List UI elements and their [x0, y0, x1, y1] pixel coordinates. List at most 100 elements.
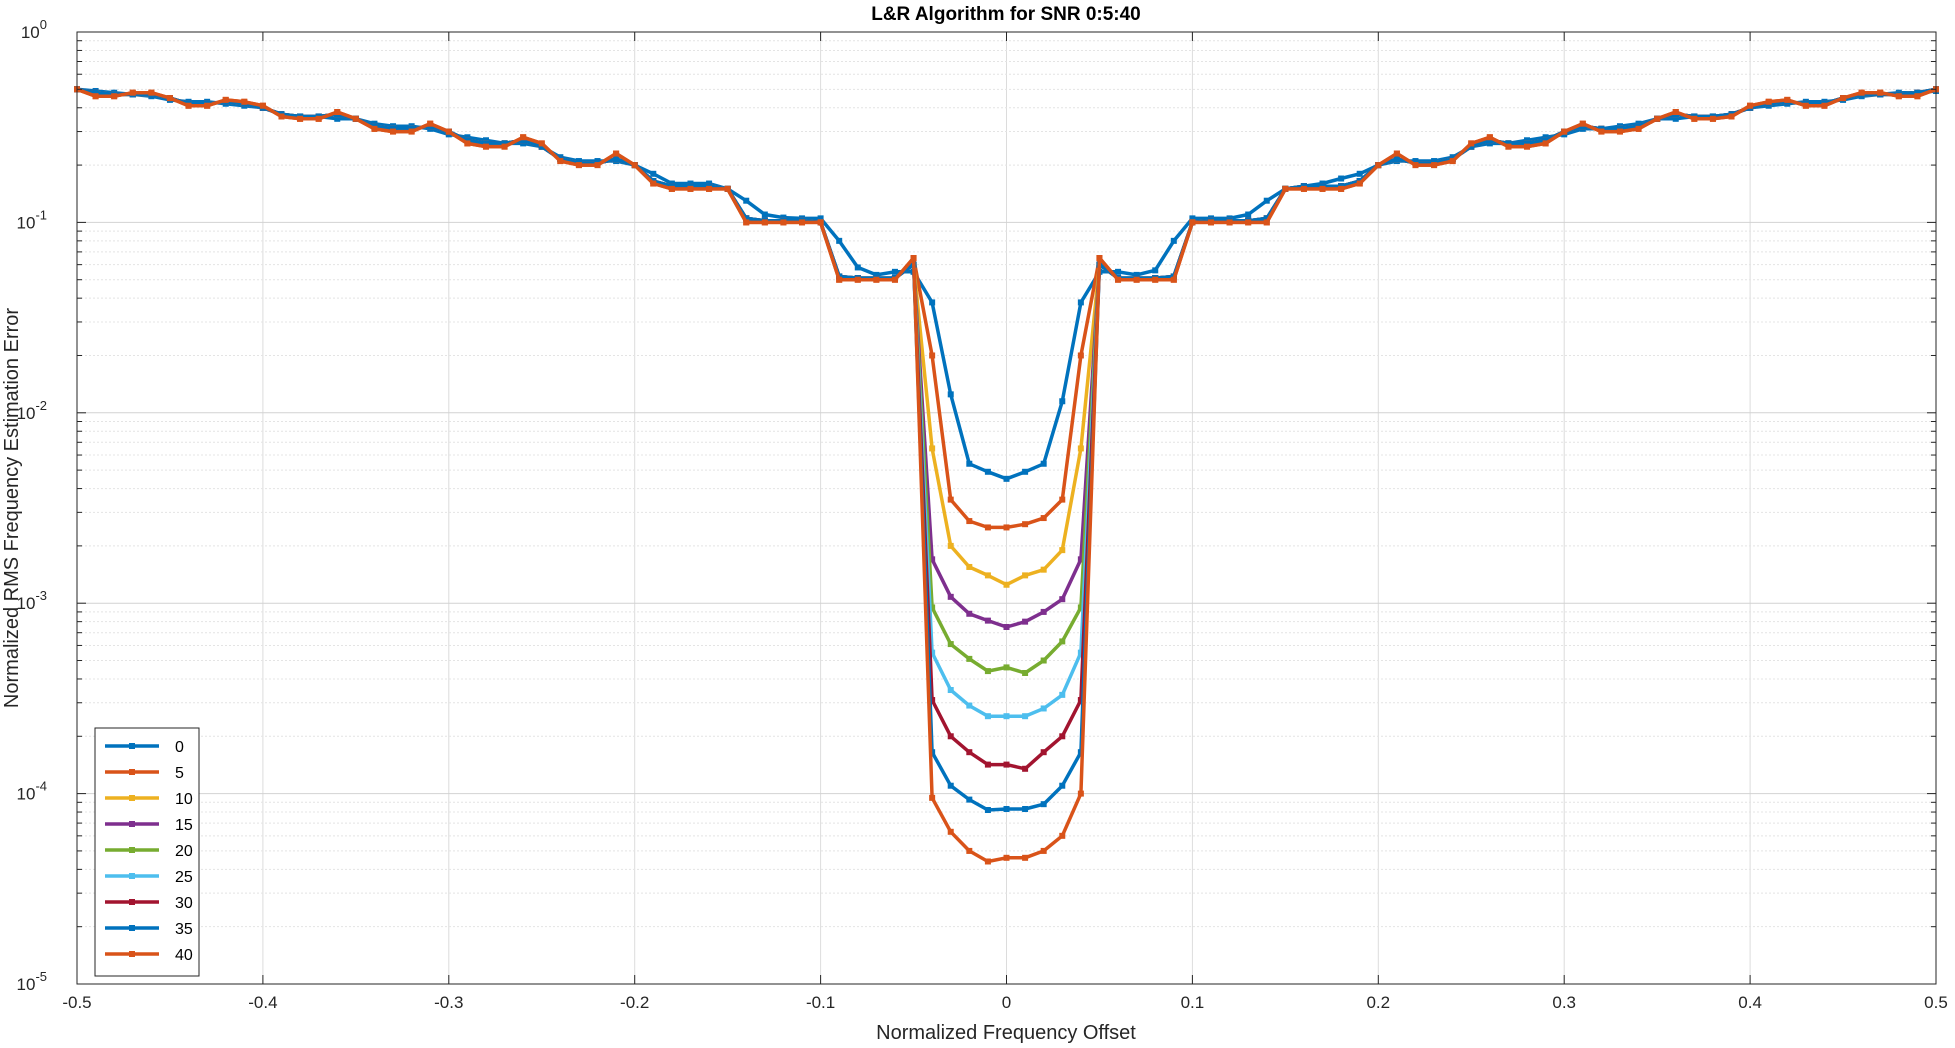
- data-point: [1486, 134, 1493, 141]
- data-point: [1765, 98, 1772, 105]
- data-point: [1040, 801, 1047, 808]
- legend-label: 20: [175, 843, 193, 860]
- data-point: [538, 143, 545, 150]
- data-point: [929, 649, 936, 656]
- legend: 0 5 10 15 20 25 30 35 40: [94, 727, 200, 977]
- data-point: [222, 96, 229, 103]
- series-layer: [74, 86, 1939, 865]
- data-point: [464, 134, 471, 141]
- x-tick-label: 0.5: [1924, 993, 1948, 1012]
- chart-title: L&R Algorithm for SNR 0:5:40: [871, 4, 1141, 25]
- x-tick-label: 0.2: [1366, 993, 1390, 1012]
- legend-item: 0: [105, 739, 184, 756]
- data-point: [947, 641, 954, 648]
- data-point: [1040, 460, 1047, 467]
- data-point: [966, 518, 973, 525]
- data-point: [1170, 276, 1177, 283]
- data-point: [1059, 782, 1066, 789]
- data-point: [315, 115, 322, 122]
- data-point: [1486, 140, 1493, 147]
- x-tick-label: -0.1: [806, 993, 835, 1012]
- data-point: [1542, 134, 1549, 141]
- data-point: [891, 276, 898, 283]
- legend-item: 25: [105, 869, 193, 886]
- data-point: [1077, 604, 1084, 611]
- data-point: [1654, 115, 1661, 122]
- data-point: [297, 115, 304, 122]
- legend-box: [94, 727, 200, 977]
- data-point: [687, 185, 694, 192]
- data-point: [129, 89, 136, 96]
- data-point: [817, 219, 824, 226]
- data-point: [1412, 162, 1419, 169]
- legend-item: 35: [105, 921, 193, 938]
- data-point: [966, 749, 973, 756]
- data-point: [854, 264, 861, 271]
- data-point: [1914, 93, 1921, 100]
- x-tick-label: 0.1: [1181, 993, 1205, 1012]
- data-point: [1895, 93, 1902, 100]
- data-point: [873, 276, 880, 283]
- data-point: [780, 219, 787, 226]
- data-point: [1282, 185, 1289, 192]
- data-point: [1393, 150, 1400, 157]
- data-point: [1728, 113, 1735, 120]
- data-point: [1709, 115, 1716, 122]
- data-point: [1226, 219, 1233, 226]
- legend-item: 15: [105, 817, 193, 834]
- data-point: [929, 445, 936, 452]
- legend-label: 40: [175, 947, 193, 964]
- data-point: [984, 572, 991, 579]
- data-point: [966, 563, 973, 570]
- data-point: [1003, 713, 1010, 720]
- data-point: [241, 98, 248, 105]
- x-tick-label: 0.3: [1552, 993, 1576, 1012]
- y-tick-label: 10-4: [17, 779, 47, 804]
- data-point: [334, 109, 341, 116]
- data-point: [1579, 120, 1586, 127]
- data-point: [1468, 140, 1475, 147]
- data-point: [1022, 713, 1029, 720]
- data-point: [1431, 162, 1438, 169]
- data-point: [1245, 219, 1252, 226]
- data-point: [1821, 102, 1828, 109]
- data-point: [1393, 156, 1400, 163]
- data-point: [984, 761, 991, 768]
- data-point: [1059, 496, 1066, 503]
- data-point: [1170, 237, 1177, 244]
- data-point: [743, 215, 750, 222]
- data-point: [761, 219, 768, 226]
- data-point: [1152, 267, 1159, 274]
- series-40: [74, 86, 1939, 865]
- data-point: [482, 140, 489, 147]
- data-point: [371, 125, 378, 132]
- data-point: [1077, 556, 1084, 563]
- data-point: [520, 140, 527, 147]
- x-axis-ticks: -0.5 -0.4 -0.3 -0.2 -0.1 0 0.1 0.2 0.3 0.4 0.5: [62, 32, 1948, 1012]
- data-point: [1338, 185, 1345, 192]
- legend-item: 10: [105, 791, 193, 808]
- data-point: [185, 102, 192, 109]
- data-point: [1207, 219, 1214, 226]
- data-point: [650, 180, 657, 187]
- data-point: [929, 352, 936, 359]
- x-axis-label: Normalized Frequency Offset: [876, 1022, 1136, 1044]
- data-point: [910, 255, 917, 262]
- data-point: [613, 156, 620, 163]
- data-point: [799, 219, 806, 226]
- data-point: [1040, 749, 1047, 756]
- data-point: [1040, 705, 1047, 712]
- data-point: [1077, 697, 1084, 704]
- data-point: [1059, 596, 1066, 603]
- data-point: [966, 796, 973, 803]
- data-point: [947, 542, 954, 549]
- data-point: [1077, 649, 1084, 656]
- data-point: [966, 460, 973, 467]
- x-tick-label: -0.3: [434, 993, 463, 1012]
- data-point: [1059, 691, 1066, 698]
- data-point: [1505, 140, 1512, 147]
- data-point: [1524, 140, 1531, 147]
- data-point: [1059, 547, 1066, 554]
- legend-marker: [129, 951, 135, 957]
